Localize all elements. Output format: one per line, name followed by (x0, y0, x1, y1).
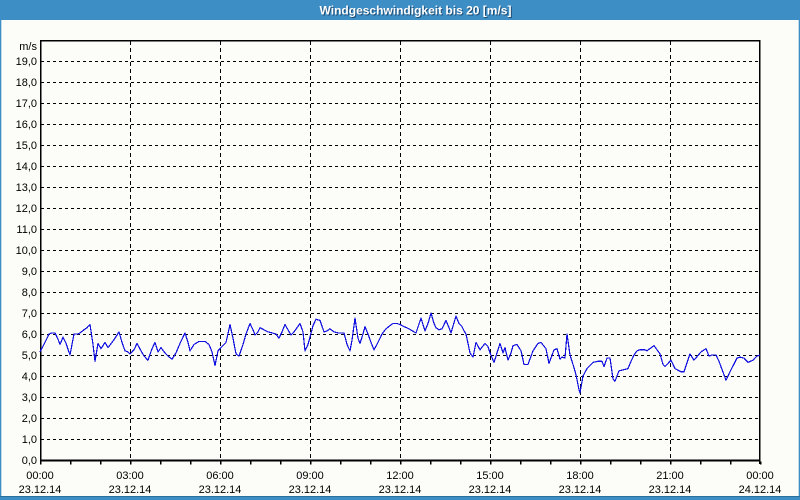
svg-text:23.12.14: 23.12.14 (19, 484, 62, 496)
svg-text:m/s: m/s (19, 41, 37, 53)
svg-text:23.12.14: 23.12.14 (559, 484, 602, 496)
svg-text:9,0: 9,0 (22, 266, 37, 278)
svg-text:0,0: 0,0 (22, 455, 37, 467)
svg-text:16,0: 16,0 (16, 119, 37, 131)
svg-text:14,0: 14,0 (16, 161, 37, 173)
svg-text:18:00: 18:00 (566, 470, 594, 482)
svg-text:23.12.14: 23.12.14 (289, 484, 332, 496)
svg-text:10,0: 10,0 (16, 245, 37, 257)
svg-text:23.12.14: 23.12.14 (469, 484, 512, 496)
svg-text:3,0: 3,0 (22, 392, 37, 404)
svg-text:24.12.14: 24.12.14 (739, 484, 782, 496)
svg-text:21:00: 21:00 (656, 470, 684, 482)
svg-text:15:00: 15:00 (476, 470, 504, 482)
svg-text:13,0: 13,0 (16, 182, 37, 194)
svg-text:Windgeschwindigkeit bis 20 [m/: Windgeschwindigkeit bis 20 [m/s] (321, 5, 513, 19)
svg-text:06:00: 06:00 (206, 470, 234, 482)
svg-text:2,0: 2,0 (22, 413, 37, 425)
svg-text:6,0: 6,0 (22, 329, 37, 341)
svg-text:09:00: 09:00 (296, 470, 324, 482)
svg-text:5,0: 5,0 (22, 350, 37, 362)
svg-text:03:00: 03:00 (116, 470, 144, 482)
svg-text:Windgeschwindigkeit bis 20 [m/: Windgeschwindigkeit bis 20 [m/s] (320, 4, 512, 18)
svg-text:23.12.14: 23.12.14 (199, 484, 242, 496)
svg-text:15,0: 15,0 (16, 140, 37, 152)
svg-text:8,0: 8,0 (22, 287, 37, 299)
svg-text:23.12.14: 23.12.14 (109, 484, 152, 496)
svg-text:12:00: 12:00 (386, 470, 414, 482)
svg-text:7,0: 7,0 (22, 308, 37, 320)
svg-text:17,0: 17,0 (16, 98, 37, 110)
svg-text:19,0: 19,0 (16, 56, 37, 68)
svg-text:4,0: 4,0 (22, 371, 37, 383)
svg-text:11,0: 11,0 (16, 224, 37, 236)
svg-text:00:00: 00:00 (746, 470, 774, 482)
svg-text:18,0: 18,0 (16, 77, 37, 89)
svg-text:23.12.14: 23.12.14 (379, 484, 422, 496)
svg-text:1,0: 1,0 (22, 434, 37, 446)
svg-text:00:00: 00:00 (26, 470, 54, 482)
svg-text:12,0: 12,0 (16, 203, 37, 215)
svg-text:23.12.14: 23.12.14 (649, 484, 692, 496)
